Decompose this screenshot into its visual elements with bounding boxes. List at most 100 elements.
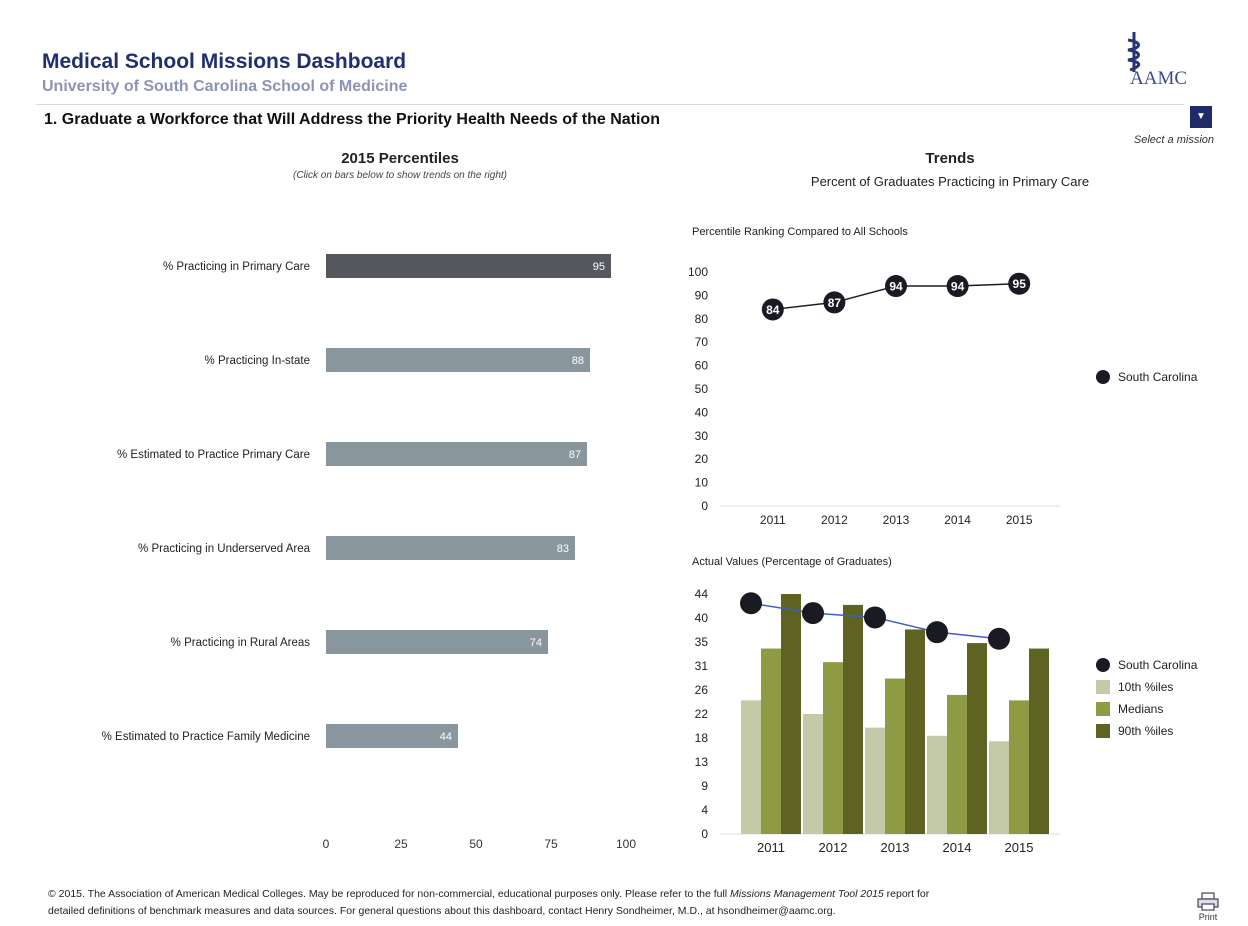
percentile-bar [741,700,761,834]
combo-chart-legend: South Carolina 10th %iles Medians 90th %… [1096,654,1197,742]
y-tick-label: 31 [695,659,709,673]
y-tick-label: 4 [701,803,708,817]
data-label: 84 [766,303,780,317]
mission-bar: 1. Graduate a Workforce that Will Addres… [36,104,1184,133]
data-label: 87 [828,296,842,310]
percentile-bar [947,694,967,834]
bar-value-label: 44 [440,731,452,743]
data-point [761,298,784,321]
x-tick-label: 50 [469,837,483,851]
percentile-bar [905,629,925,834]
legend-swatch [1096,680,1110,694]
data-point [740,592,762,615]
legend-item: South Carolina [1096,654,1197,676]
footer-text-a: © 2015. The Association of American Medi… [48,888,731,900]
percentile-bar[interactable] [326,724,458,748]
data-point [988,627,1010,650]
data-label: 94 [889,280,903,294]
y-tick-label: 60 [695,359,709,373]
percentiles-subtitle: (Click on bars below to show trends on t… [293,170,507,181]
bar-value-label: 87 [569,449,581,461]
legend-swatch [1096,724,1110,738]
legend-label: 10th %iles [1118,680,1174,694]
logo-text: AAMC [1130,68,1188,89]
y-tick-label: 90 [695,288,709,302]
page-title: Medical School Missions Dashboard [42,50,407,73]
percentile-bar[interactable] [326,536,575,560]
footer-line-1: © 2015. The Association of American Medi… [48,886,1178,903]
percentile-bar [761,648,781,834]
percentile-bar [927,735,947,834]
category-label: % Practicing in Underserved Area [138,543,311,555]
x-tick-label: 100 [616,837,636,851]
footer-line-2: detailed definitions of benchmark measur… [48,905,836,917]
y-tick-label: 0 [701,827,708,841]
actual-values-combo-chart: 0 4 9 13 18 22 26 31 35 40 44 2011 2012 2013 2014 2015 [695,587,1060,855]
legend-label: South Carolina [1118,370,1198,384]
x-tick-label: 2013 [883,513,910,527]
legend-swatch [1096,658,1110,672]
y-tick-label: 26 [695,683,709,697]
x-tick-label: 2014 [943,840,972,855]
school-subtitle: University of South Carolina School of M… [42,78,408,95]
legend-item: 10th %iles [1096,676,1197,698]
y-tick-label: 44 [695,587,709,601]
data-point [926,621,948,644]
legend-label: 90th %iles [1118,724,1174,738]
line-chart-title: Percentile Ranking Compared to All Schoo… [692,226,908,238]
trends-title: Trends [925,150,975,167]
mission-title: 1. Graduate a Workforce that Will Addres… [44,111,660,128]
percentiles-title: 2015 Percentiles [341,150,459,167]
percentile-bar [1029,648,1049,834]
y-tick-label: 80 [695,312,709,326]
category-label: % Estimated to Practice Family Medicine [102,731,310,743]
percentiles-bar-chart: % Practicing in Primary Care 95 % Practici… [102,254,636,851]
data-point [1008,272,1031,295]
category-label: % Practicing in Primary Care [163,261,310,273]
data-point [823,291,846,314]
percentile-bar[interactable] [326,348,590,372]
category-label: % Practicing In-state [205,355,310,367]
y-tick-label: 30 [695,429,709,443]
y-tick-label: 10 [695,476,709,490]
percentile-bar[interactable] [326,630,548,654]
y-tick-label: 22 [695,707,709,721]
percentile-bar[interactable] [326,254,611,278]
x-tick-label: 2011 [760,513,786,527]
percentile-bar [823,662,843,834]
printer-icon [1197,892,1219,911]
percentile-bar [1009,700,1029,834]
legend-item: Medians [1096,698,1197,720]
bar-value-label: 83 [557,543,569,555]
data-point [946,275,969,298]
percentile-bar [843,604,863,834]
data-label: 95 [1013,277,1027,291]
print-label: Print [1198,912,1218,922]
trends-subtitle: Percent of Graduates Practicing in Prima… [810,174,1090,189]
y-tick-label: 18 [695,731,709,745]
x-tick-label: 2012 [821,513,848,527]
percentile-bar [865,727,885,834]
legend-swatch [1096,370,1110,384]
percentile-bar [803,714,823,834]
y-tick-label: 0 [701,499,708,513]
category-label: % Estimated to Practice Primary Care [117,449,310,461]
y-tick-label: 100 [688,265,708,279]
legend-label: Medians [1118,702,1164,716]
y-tick-label: 20 [695,452,709,466]
legend-swatch [1096,702,1110,716]
data-label: 94 [951,280,965,294]
bar-value-label: 95 [593,261,605,273]
aamc-logo: AAMC [1118,30,1218,94]
y-tick-label: 9 [701,779,708,793]
footer-text: © 2015. The Association of American Medi… [48,886,1178,920]
print-button[interactable]: Print [1196,892,1220,922]
percentile-bar [967,643,987,834]
percentile-bar[interactable] [326,442,587,466]
mission-dropdown-button[interactable]: ▼ [1190,106,1212,128]
legend-label: South Carolina [1118,658,1198,672]
percentile-bar [885,678,905,834]
data-point [864,606,886,629]
x-tick-label: 0 [323,837,330,851]
x-tick-label: 2015 [1006,513,1033,527]
